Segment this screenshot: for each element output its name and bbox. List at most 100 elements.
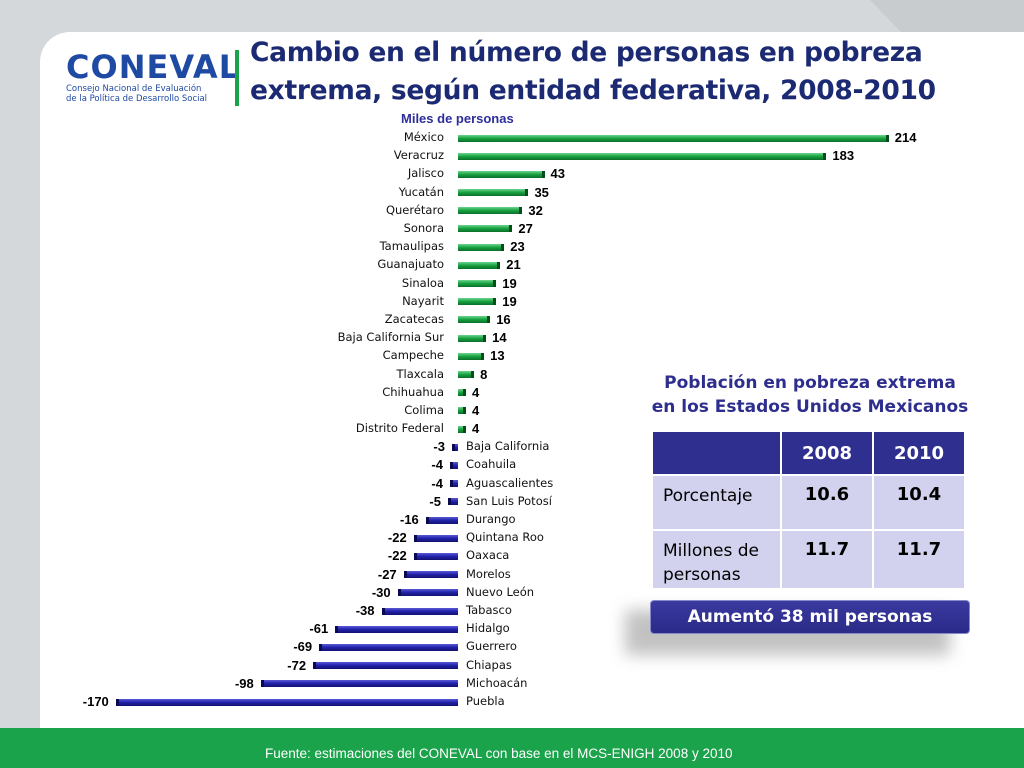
bar-28 <box>319 643 458 651</box>
data-label: -27 <box>377 566 397 582</box>
category-label: Guanajuato <box>377 257 444 272</box>
page-title: Cambio en el número de personas en pobre… <box>250 34 936 110</box>
category-label: Quintana Roo <box>466 530 544 545</box>
category-label: Tamaulipas <box>379 239 444 254</box>
bar-1 <box>458 152 827 160</box>
category-label: Oaxaca <box>466 548 510 563</box>
data-label: -38 <box>355 603 375 619</box>
value-2008: 11.7 <box>780 529 874 590</box>
bar-12 <box>458 352 485 360</box>
data-label: 4 <box>472 402 480 418</box>
title-divider <box>235 50 239 106</box>
category-label: Durango <box>466 512 516 527</box>
data-label: -72 <box>287 657 307 673</box>
bar-13 <box>458 371 475 379</box>
data-label: -16 <box>400 512 419 528</box>
category-label: Jalisco <box>407 166 444 181</box>
category-label: Aguascalientes <box>466 475 554 490</box>
bar-11 <box>458 334 487 342</box>
logo-subtitle-2: de la Política de Desarrollo Social <box>66 94 208 104</box>
bar-27 <box>335 625 458 633</box>
category-label: Zacatecas <box>384 311 444 326</box>
data-label: 14 <box>492 330 507 346</box>
value-2008: 10.6 <box>780 474 874 531</box>
bar-4 <box>458 207 523 215</box>
data-label: -22 <box>387 530 407 546</box>
value-2010: 11.7 <box>872 529 966 590</box>
category-label: Nayarit <box>402 293 444 308</box>
category-label: Baja California <box>466 439 550 454</box>
bar-2 <box>458 170 545 178</box>
category-label: Yucatán <box>398 184 444 199</box>
value-2010: 10.4 <box>872 474 966 531</box>
bar-8 <box>458 280 497 288</box>
data-label: -5 <box>429 493 441 509</box>
bar-30 <box>260 680 458 688</box>
category-label: Coahuila <box>466 457 517 472</box>
category-label: Tabasco <box>466 603 512 618</box>
bar-14 <box>458 389 467 397</box>
bar-23 <box>413 552 458 560</box>
category-label: Nuevo León <box>466 584 535 599</box>
bar-26 <box>381 607 458 615</box>
bar-16 <box>458 425 467 433</box>
category-label: Veracruz <box>393 148 444 163</box>
category-label: Sonora <box>403 220 444 235</box>
title-line-2: extrema, según entidad federativa, 2008-… <box>250 75 936 106</box>
bar-6 <box>458 243 505 251</box>
data-label: -98 <box>234 675 254 691</box>
bar-10 <box>458 316 491 324</box>
category-label: Chihuahua <box>382 384 444 399</box>
row-label: Millones de personas <box>651 529 782 590</box>
data-label: -69 <box>293 639 313 655</box>
category-label: Morelos <box>466 566 511 581</box>
source-note: Fuente: estimaciones del CONEVAL con bas… <box>265 746 733 761</box>
category-label: Puebla <box>466 694 505 708</box>
logo-word: CONEVAL <box>66 48 241 86</box>
category-label: Colima <box>404 402 444 417</box>
coneval-logo: CONEVAL Consejo Nacional de Evaluación d… <box>66 48 241 104</box>
bar-18 <box>449 461 458 469</box>
table-header-2010: 2010 <box>872 430 966 476</box>
data-label: 13 <box>490 348 505 364</box>
data-label: 43 <box>550 166 566 182</box>
category-label: Hidalgo <box>466 621 510 636</box>
data-label: 4 <box>472 421 480 437</box>
data-label: 214 <box>894 130 917 145</box>
side-panel-title: Población en pobreza extrema en los Esta… <box>640 371 980 419</box>
background-decoration <box>870 0 1024 32</box>
bar-31 <box>115 698 458 706</box>
data-label: -170 <box>82 694 109 709</box>
category-label: Chiapas <box>466 657 512 672</box>
data-label: -4 <box>431 475 443 491</box>
category-label: Baja California Sur <box>337 330 444 345</box>
data-label: 19 <box>502 293 517 309</box>
bar-9 <box>458 298 497 306</box>
logo-subtitle-1: Consejo Nacional de Evaluación <box>66 84 202 94</box>
data-label: -3 <box>433 439 445 455</box>
category-label: Michoacán <box>466 675 528 690</box>
data-label: 21 <box>506 257 521 273</box>
bar-15 <box>458 407 467 415</box>
data-label: -30 <box>371 584 391 600</box>
bar-24 <box>403 571 458 579</box>
poverty-table: 2008 2010 Porcentaje 10.6 10.4 Millones … <box>651 430 966 590</box>
category-label: Tlaxcala <box>396 366 444 381</box>
category-label: Sinaloa <box>401 275 444 290</box>
units-label: Miles de personas <box>401 111 514 126</box>
bar-25 <box>397 589 458 597</box>
category-label: Guerrero <box>466 639 517 654</box>
bar-5 <box>458 225 513 233</box>
bar-20 <box>447 498 458 506</box>
bar-21 <box>425 516 458 524</box>
table-row: Porcentaje 10.6 10.4 <box>651 474 966 531</box>
category-label: Querétaro <box>385 202 444 217</box>
row-label: Porcentaje <box>651 474 782 531</box>
category-label: México <box>403 130 444 144</box>
footer: Fuente: estimaciones del CONEVAL con bas… <box>0 728 1024 768</box>
data-label: -4 <box>431 457 443 473</box>
table-header-2008: 2008 <box>780 430 874 476</box>
data-label: 16 <box>496 311 511 327</box>
data-label: -61 <box>309 621 329 637</box>
